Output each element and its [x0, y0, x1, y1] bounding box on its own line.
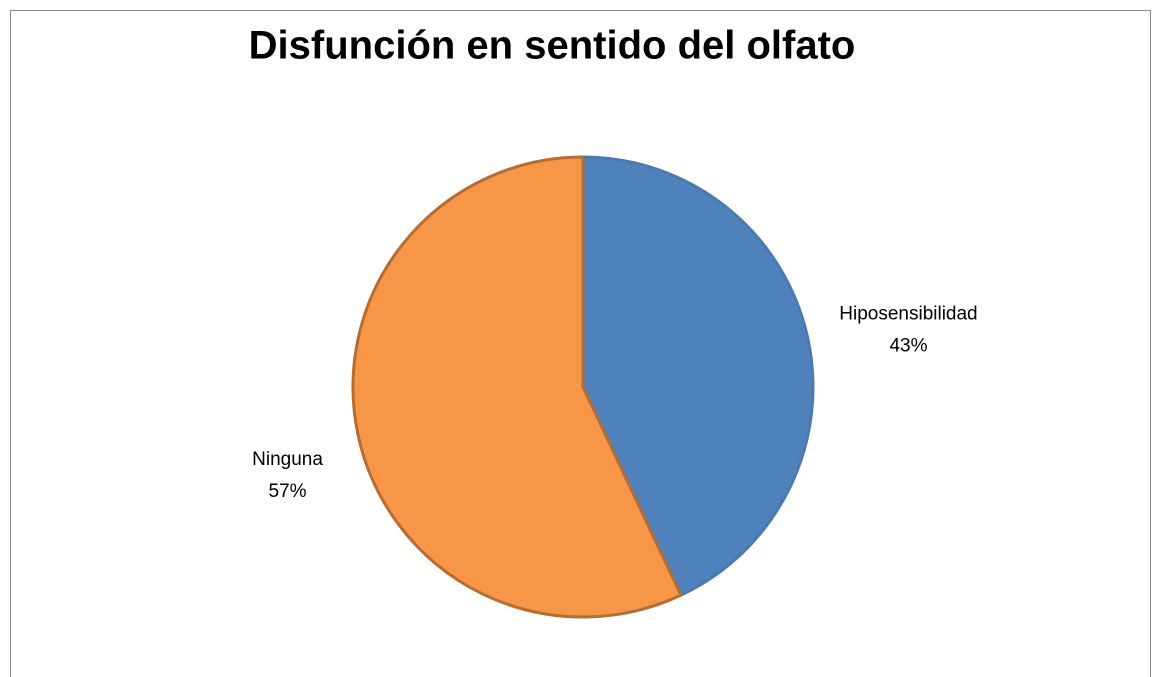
slice-category-label: Hiposensibilidad [839, 303, 977, 324]
slice-value-label: 43% [889, 335, 927, 356]
slice-category-label: Ninguna [252, 449, 323, 470]
slice-value-label: 57% [269, 481, 307, 502]
pie-slice [351, 155, 683, 619]
chart-title: Disfunción en sentido del olfato [249, 24, 856, 68]
pie-slice [581, 155, 815, 597]
